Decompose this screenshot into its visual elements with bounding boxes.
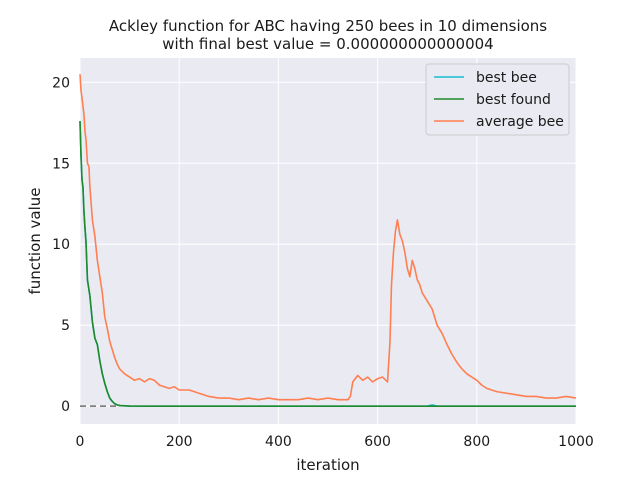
x-axis-label: iteration — [296, 456, 359, 474]
y-axis-label: function value — [26, 187, 44, 294]
x-tick-label: 0 — [76, 434, 85, 450]
y-tick-label: 5 — [61, 318, 70, 334]
legend: best bee best found average bee — [425, 63, 570, 136]
x-tick-label: 1000 — [558, 434, 594, 450]
y-tick-label: 0 — [61, 399, 70, 415]
y-tick-labels: 0 5 10 15 20 — [52, 75, 70, 415]
y-tick-label: 15 — [52, 156, 70, 172]
legend-label-average-bee: average bee — [476, 114, 564, 130]
x-tick-label: 800 — [463, 434, 490, 450]
series-line-average-bee — [79, 74, 577, 401]
legend-label-best-bee: best bee — [476, 70, 537, 86]
y-tick-label: 10 — [52, 237, 70, 253]
series-line-best-found — [79, 121, 576, 407]
legend-box — [425, 63, 570, 136]
x-tick-label: 200 — [166, 434, 193, 450]
y-tick-label: 20 — [52, 75, 70, 91]
series-group — [79, 74, 577, 407]
x-tick-labels: 0 200 400 600 800 1000 — [76, 434, 594, 450]
chart-subtitle: with final best value = 0.00000000000000… — [162, 35, 493, 53]
chart-title: Ackley function for ABC having 250 bees … — [109, 17, 547, 35]
legend-label-best-found: best found — [476, 92, 551, 108]
x-tick-label: 600 — [364, 434, 391, 450]
x-tick-label: 400 — [265, 434, 292, 450]
